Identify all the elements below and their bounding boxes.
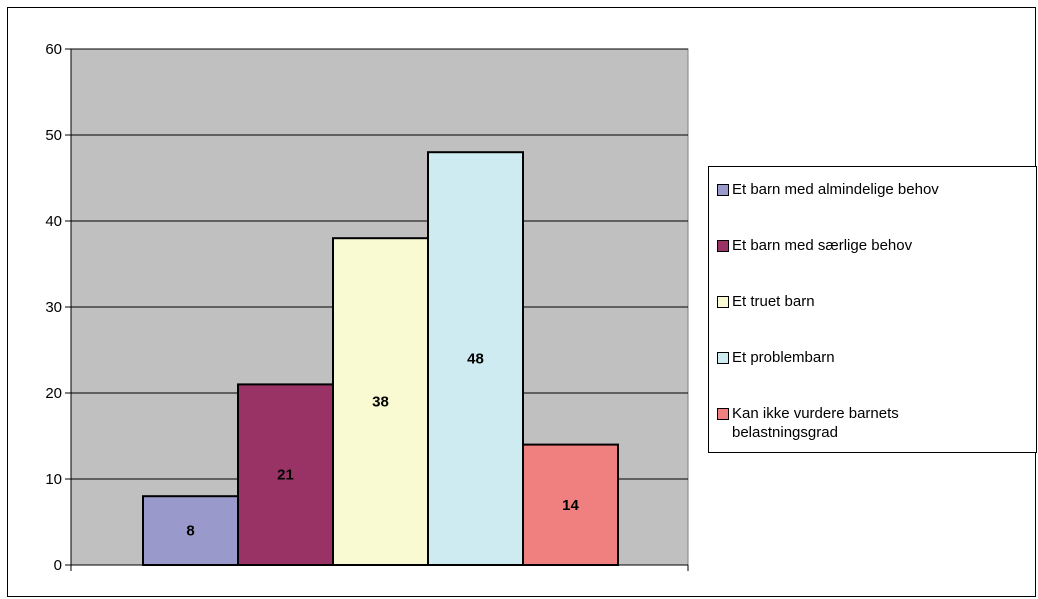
- legend-swatch: [717, 296, 729, 308]
- legend-label-line2: belastningsgrad: [732, 424, 838, 441]
- legend-swatch: [717, 352, 729, 364]
- bar: [522, 443, 619, 567]
- y-tick-label: 60: [45, 41, 62, 58]
- y-tick-label: 50: [45, 127, 62, 144]
- legend-label: Kan ikke vurdere barnets belastningsgrad: [732, 404, 1032, 442]
- bar-data-label: 14: [562, 497, 579, 514]
- legend-item-problembarn: Et problembarn: [717, 348, 1032, 367]
- bar-data-label: 21: [277, 467, 294, 484]
- bar-data-label: 8: [186, 523, 194, 540]
- legend-label-line1: Kan ikke vurdere barnets: [732, 405, 899, 422]
- bar: [427, 151, 524, 566]
- legend-item-almindelige: Et barn med almindelige behov: [717, 180, 1032, 199]
- bar: [237, 383, 334, 566]
- bar-data-label: 38: [372, 394, 389, 411]
- legend-swatch: [717, 408, 729, 420]
- y-tick-label: 20: [45, 385, 62, 402]
- bar-data-label: 48: [467, 351, 484, 368]
- legend-swatch: [717, 184, 729, 196]
- bar: [142, 495, 239, 567]
- legend-item-kan-ikke-vurdere: Kan ikke vurdere barnets belastningsgrad: [717, 404, 1032, 442]
- legend-item-saerlige: Et barn med særlige behov: [717, 236, 1032, 255]
- y-tick-label: 10: [45, 471, 62, 488]
- legend-label: Et problembarn: [732, 349, 835, 366]
- legend-swatch: [717, 240, 729, 252]
- y-tick-label: 0: [54, 557, 62, 574]
- bar: [332, 237, 429, 566]
- legend-label: Et barn med særlige behov: [732, 237, 913, 254]
- y-tick-label: 30: [45, 299, 62, 316]
- y-tick-label: 40: [45, 213, 62, 230]
- legend-label: Et truet barn: [732, 293, 815, 310]
- legend-label: Et barn med almindelige behov: [732, 181, 939, 198]
- legend-item-truet: Et truet barn: [717, 292, 1032, 311]
- chart-legend: Et barn med almindelige behov Et barn me…: [708, 166, 1037, 453]
